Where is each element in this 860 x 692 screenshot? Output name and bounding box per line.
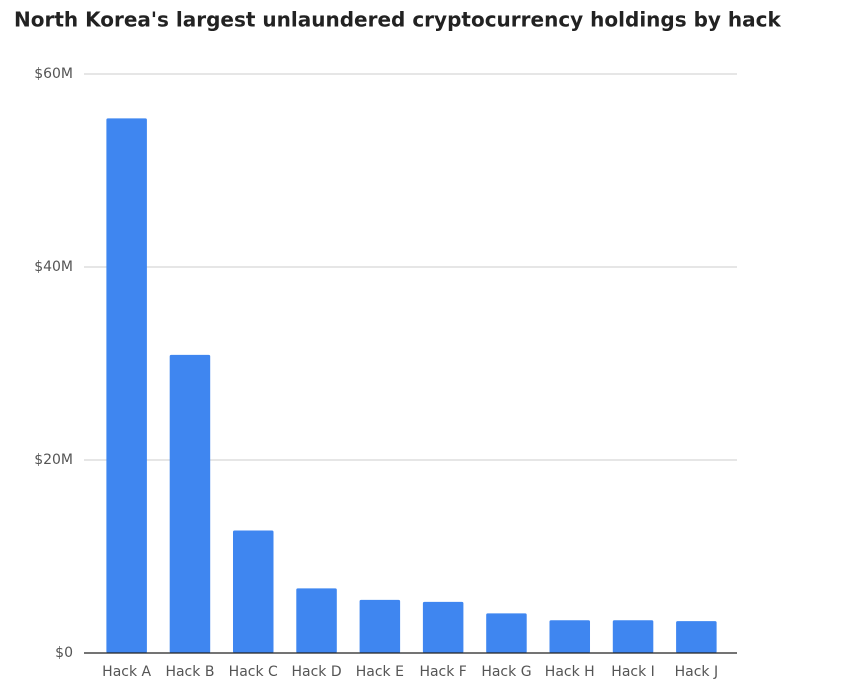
x-tick-label: Hack C	[229, 664, 278, 680]
bar	[676, 621, 717, 653]
y-tick-label: $0	[55, 645, 73, 661]
x-tick-label: Hack I	[611, 664, 655, 680]
x-tick-label: Hack A	[102, 664, 151, 680]
x-tick-label: Hack D	[291, 664, 341, 680]
bar	[422, 601, 464, 653]
x-tick-label: Hack F	[419, 664, 466, 680]
bar	[486, 613, 527, 653]
bar	[106, 118, 147, 653]
bar	[549, 620, 591, 653]
bar	[612, 620, 654, 653]
y-tick-label: $60M	[34, 66, 73, 82]
x-tick-label: Hack J	[675, 664, 719, 680]
x-tick-label: Hack H	[545, 664, 595, 680]
chart-title: North Korea's largest unlaundered crypto…	[14, 8, 782, 32]
x-tick-label: Hack B	[165, 664, 214, 680]
x-tick-label: Hack E	[356, 664, 404, 680]
bar	[296, 588, 337, 653]
x-tick-label: Hack G	[481, 664, 531, 680]
y-tick-label: $40M	[34, 259, 73, 275]
bar	[359, 599, 401, 653]
y-tick-label: $20M	[34, 452, 73, 468]
bar	[232, 530, 274, 653]
bar	[169, 354, 211, 653]
